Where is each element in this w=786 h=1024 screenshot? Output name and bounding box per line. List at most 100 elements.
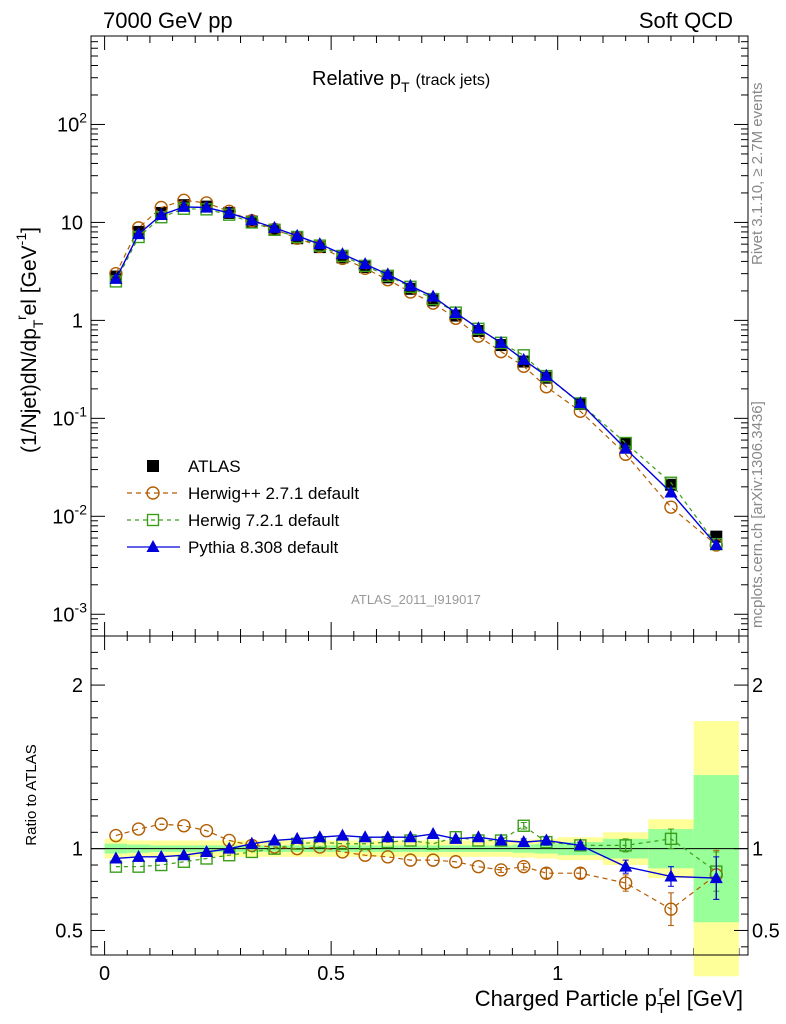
main-ytick-label: 10-1 (52, 403, 87, 430)
ratio-point (268, 833, 282, 846)
main-point (664, 500, 678, 514)
legend-label: Pythia 8.308 default (188, 538, 339, 557)
legend-label: ATLAS (188, 457, 241, 476)
plot-title: Relative pT (track jets) (312, 68, 490, 95)
ratio-point (335, 828, 349, 841)
ratio-point (403, 853, 418, 867)
energy-label: 7000 GeV pp (103, 8, 233, 33)
main-point (539, 368, 553, 381)
main-series-line (115, 199, 717, 546)
x-axis-label: Charged Particle pTrel [GeV] (475, 983, 743, 1017)
ratio-point (664, 869, 678, 882)
ratio-point (517, 859, 531, 874)
main-point (619, 441, 633, 454)
ratio-point (539, 833, 553, 846)
ratio-point (709, 871, 723, 884)
main-point (539, 380, 554, 394)
ratio-point (471, 859, 486, 874)
main-point (664, 485, 678, 498)
main-point (268, 220, 282, 233)
main-point (245, 213, 259, 226)
ratio-point (358, 830, 372, 843)
main-point (403, 278, 417, 291)
ratio-point (381, 850, 395, 864)
main-point (494, 335, 508, 348)
ratio-point (449, 831, 463, 844)
ratio-point (494, 833, 508, 846)
main-point (200, 200, 214, 213)
ratio-point (539, 866, 554, 880)
ratio-point (517, 835, 531, 848)
main-point (573, 396, 587, 409)
legend-item: ATLAS (147, 457, 241, 476)
ratio-point (200, 844, 214, 857)
main-point (449, 305, 463, 318)
ratio-point (618, 876, 633, 890)
ratio-point (403, 830, 417, 843)
ratio-series-2 (109, 826, 723, 900)
main-point (177, 199, 191, 212)
main-point (313, 237, 327, 250)
ratio-point (664, 832, 678, 846)
xtick-label: 0 (99, 963, 110, 985)
main-ytick-label: 10-3 (52, 599, 87, 626)
main-point (517, 352, 531, 365)
ratio-ytick-label: 0.5 (55, 920, 83, 942)
ratio-point (573, 866, 588, 880)
legend-label: Herwig 7.2.1 default (188, 511, 339, 530)
ratio-point (131, 822, 146, 836)
main-ylabel: (1/Njet)dN/dpTrel [GeV-1] (13, 227, 46, 453)
legend-marker (146, 513, 160, 527)
xtick-label: 0.5 (317, 963, 345, 985)
main-point (290, 228, 304, 241)
ratio-point (449, 855, 463, 869)
ratio-point (471, 830, 485, 843)
ratio-point (177, 819, 191, 833)
ratio-point (132, 849, 146, 862)
legend-item: Herwig++ 2.7.1 default (127, 484, 359, 503)
main-point (426, 289, 440, 302)
ratio-point (245, 836, 259, 849)
ratio-point (494, 863, 508, 877)
main-panel: 10-3 10-2 10-1 1 10 102 ATLAS Herwig++ 2.7.1 de… (52, 35, 749, 955)
mcplots-label: mcplots.cern.ch [arXiv:1306.3436] (749, 401, 766, 628)
analysis-watermark: ATLAS_2011_I919017 (351, 592, 481, 607)
ratio-point (381, 830, 395, 843)
main-series-3 (109, 199, 723, 550)
main-point (335, 247, 349, 260)
ratio-point (313, 830, 327, 843)
ratio-point (222, 841, 236, 854)
legend-item: Herwig 7.2.1 default (127, 511, 339, 530)
ratio-ytick-label-right: 2 (752, 675, 763, 697)
rivet-label: Rivet 3.1.10, ≥ 2.7M events (749, 83, 766, 266)
ratio-point (426, 853, 440, 867)
ratio-ytick-label: 1 (72, 839, 83, 861)
ratio-ylabel: Ratio to ATLAS (23, 744, 40, 845)
main-ytick-label: 10 (61, 212, 83, 234)
ratio-point (109, 828, 123, 843)
main-point (358, 257, 372, 270)
ratio-point (109, 851, 123, 864)
main-ytick-label: 1 (72, 310, 83, 332)
ratio-point (335, 845, 350, 859)
main-point (222, 205, 236, 218)
main-point (154, 208, 168, 221)
ratio-point (154, 817, 168, 831)
xtick-label: 1 (552, 963, 563, 985)
ratio-point (199, 823, 214, 838)
ratio-ytick-label-right: 1 (752, 839, 763, 861)
ratio-point (177, 848, 191, 861)
legend-item: Pythia 8.308 default (127, 538, 339, 557)
ratio-point (619, 839, 632, 852)
legend-label: Herwig++ 2.7.1 default (188, 484, 359, 503)
ratio-ytick-label-right: 0.5 (752, 920, 780, 942)
ratio-point (290, 831, 304, 844)
main-ytick-label: 10-2 (52, 501, 87, 528)
main-point (132, 227, 146, 240)
legend-marker (146, 486, 160, 500)
ratio-point (517, 819, 530, 832)
ratio-point (154, 849, 168, 862)
ratio-panel: 0.5 0.5 1 1 2 2 0 0.5 1 (55, 635, 780, 985)
main-point (471, 321, 485, 334)
